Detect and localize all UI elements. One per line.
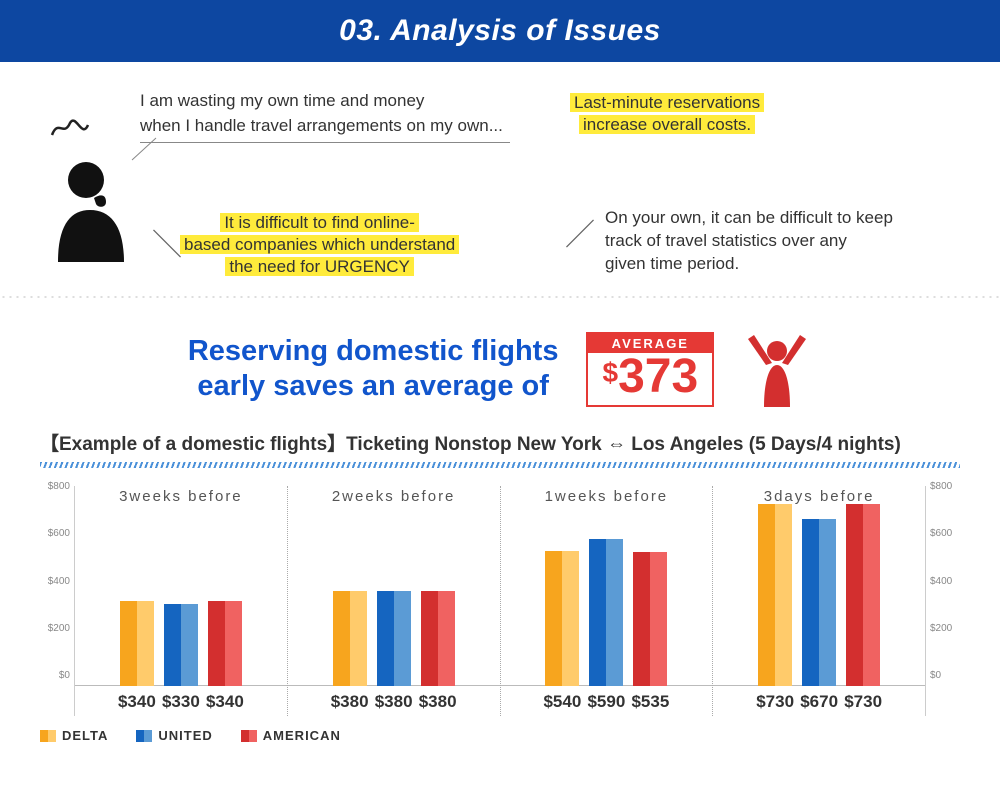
legend-swatch-icon <box>40 730 56 742</box>
issue-text: given time period. <box>605 253 893 276</box>
issue-highlight-text: increase overall costs. <box>579 115 755 134</box>
savings-line: early saves an average of <box>188 369 559 404</box>
bar-american: $535 <box>633 552 667 686</box>
legend-item-united: UNITED <box>136 728 212 743</box>
chart-group: 3weeks before$340$330$340 <box>75 486 288 716</box>
issue-highlight-text: Last-minute reservations <box>570 93 764 112</box>
section-header: 03. Analysis of Issues <box>0 0 1000 62</box>
y-axis-right: $800 $600 $400 $200 $0 <box>926 481 960 681</box>
chart-group: 1weeks before$540$590$535 <box>501 486 714 716</box>
divider-slash-icon: ／ <box>152 220 182 264</box>
chart-plot-area: 3weeks before$340$330$3402weeks before$3… <box>74 486 926 716</box>
issue-text: I am wasting my own time and money <box>140 90 510 113</box>
y-tick-label: $400 <box>40 576 70 587</box>
issue-speech-4: On your own, it can be difficult to keep… <box>605 207 893 276</box>
issue-text: when I handle travel arrangements on my … <box>140 115 510 143</box>
y-tick-label: $600 <box>930 528 960 539</box>
legend-label: AMERICAN <box>263 728 341 743</box>
bar-value-label: $380 <box>375 692 413 712</box>
y-tick-label: $800 <box>930 481 960 492</box>
example-heading: 【Example of a domestic flights】Ticketing… <box>0 429 1000 456</box>
bar-value-label: $330 <box>162 692 200 712</box>
issue-text: On your own, it can be difficult to keep <box>605 207 893 230</box>
savings-callout: Reserving domestic flights early saves a… <box>0 299 1000 425</box>
average-amount: 373 <box>618 350 698 403</box>
thinking-person-icon <box>40 154 140 264</box>
issue-highlight-text: based companies which understand <box>180 235 459 254</box>
bar-united: $590 <box>589 539 623 687</box>
bar-value-label: $380 <box>331 692 369 712</box>
divider-slash-icon: ／ <box>565 210 595 254</box>
legend-swatch-icon <box>241 730 257 742</box>
bar-united: $670 <box>802 519 836 687</box>
chart-group: 3days before$730$670$730 <box>713 486 925 716</box>
bar-american: $340 <box>208 601 242 686</box>
bar-delta: $540 <box>545 551 579 686</box>
y-tick-label: $800 <box>40 481 70 492</box>
bar-american: $380 <box>421 591 455 686</box>
bar-value-label: $340 <box>118 692 156 712</box>
currency-symbol: $ <box>602 357 618 388</box>
bar-delta: $380 <box>333 591 367 686</box>
bar-value-label: $590 <box>587 692 625 712</box>
issue-text: track of travel statistics over any <box>605 230 893 253</box>
section-title: 03. Analysis of Issues <box>0 14 1000 48</box>
issues-panel: I am wasting my own time and money when … <box>0 62 1000 295</box>
average-badge: AVERAGE $373 <box>586 332 714 407</box>
legend-label: UNITED <box>158 728 212 743</box>
y-tick-label: $200 <box>40 623 70 634</box>
issue-highlight-text: the need for URGENCY <box>225 257 413 276</box>
savings-headline: Reserving domestic flights early saves a… <box>188 334 559 404</box>
bar-united: $380 <box>377 591 411 686</box>
bar-delta: $730 <box>758 504 792 687</box>
y-tick-label: $400 <box>930 576 960 587</box>
y-tick-label: $0 <box>40 670 70 681</box>
issue-speech-3: Last-minute reservations increase overal… <box>570 92 764 136</box>
y-tick-label: $600 <box>40 528 70 539</box>
y-tick-label: $0 <box>930 670 960 681</box>
bar-value-label: $535 <box>631 692 669 712</box>
bar-value-label: $670 <box>800 692 838 712</box>
y-axis-left: $800 $600 $400 $200 $0 <box>40 481 74 681</box>
y-tick-label: $200 <box>930 623 960 634</box>
bar-value-label: $730 <box>844 692 882 712</box>
chart-legend: DELTA UNITED AMERICAN <box>0 716 1000 763</box>
legend-item-delta: DELTA <box>40 728 108 743</box>
issue-highlight-text: It is difficult to find online- <box>220 213 419 232</box>
bar-delta: $340 <box>120 601 154 686</box>
bar-value-label: $380 <box>419 692 457 712</box>
legend-swatch-icon <box>136 730 152 742</box>
chart-group: 2weeks before$380$380$380 <box>288 486 501 716</box>
legend-item-american: AMERICAN <box>241 728 341 743</box>
bar-value-label: $730 <box>756 692 794 712</box>
bar-american: $730 <box>846 504 880 687</box>
legend-label: DELTA <box>62 728 108 743</box>
price-chart: $800$600$400$200$0 3weeks before$340$330… <box>0 468 1000 716</box>
cheering-person-icon <box>742 329 812 409</box>
issue-speech-2: It is difficult to find online- based co… <box>180 212 459 278</box>
issue-speech-1: I am wasting my own time and money when … <box>140 90 510 143</box>
bar-value-label: $540 <box>543 692 581 712</box>
bar-value-label: $340 <box>206 692 244 712</box>
bar-united: $330 <box>164 604 198 687</box>
savings-line: Reserving domestic flights <box>188 334 559 369</box>
